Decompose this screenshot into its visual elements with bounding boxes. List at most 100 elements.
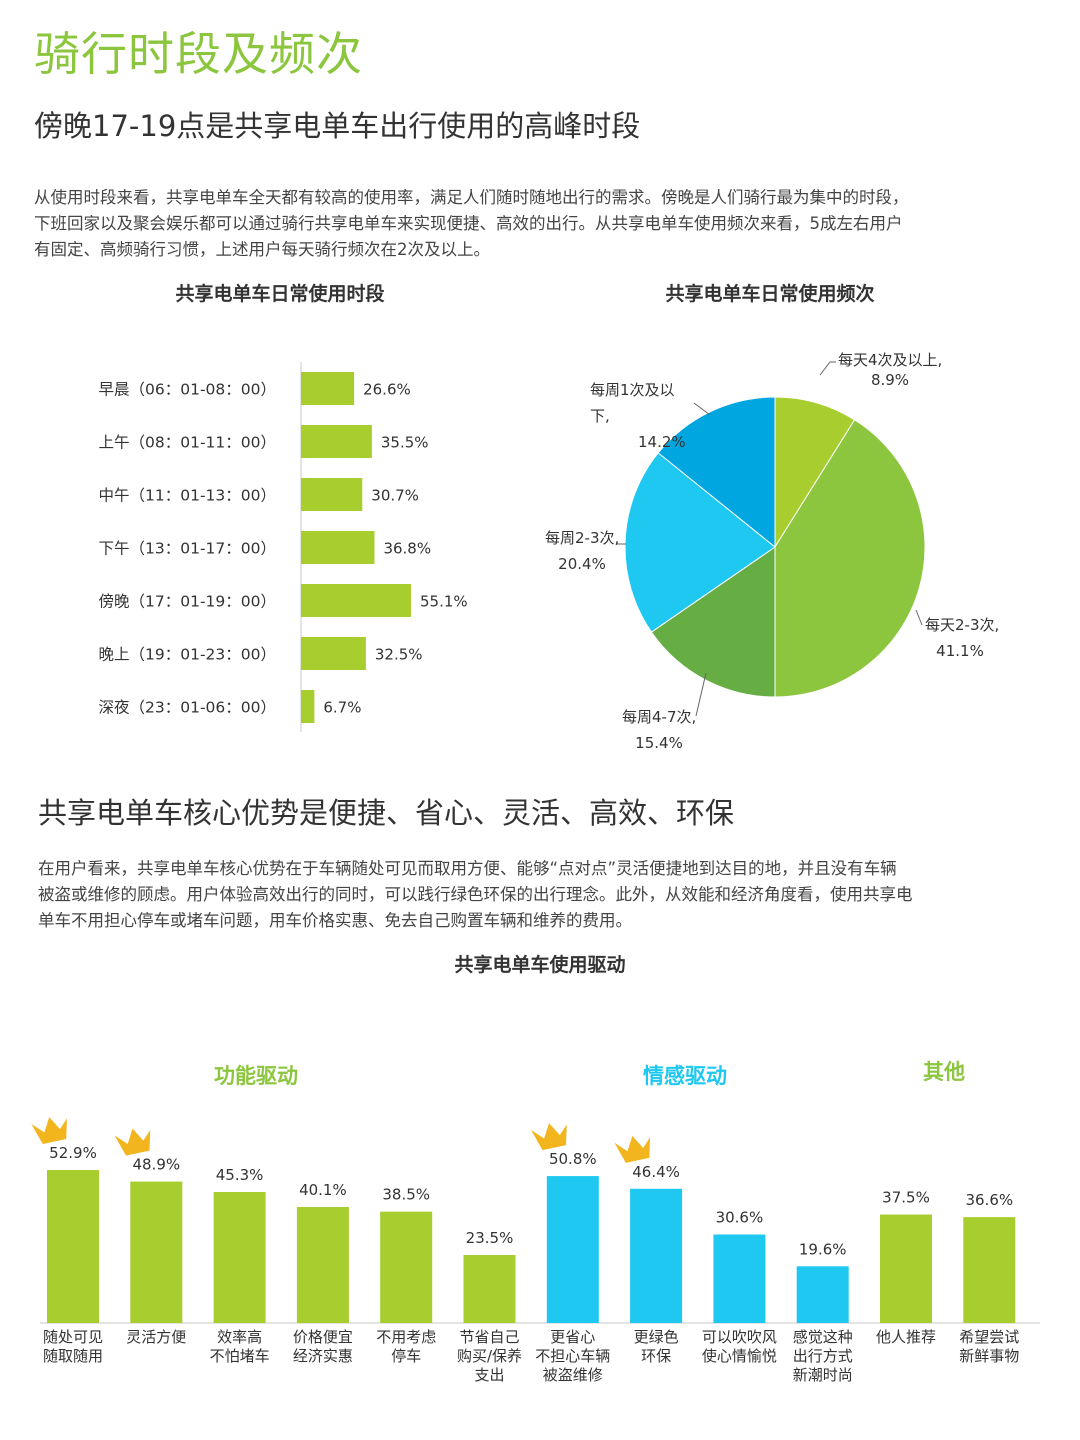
crown-icon <box>31 1117 67 1145</box>
section2-heading: 共享电单车核心优势是便捷、省心、灵活、高效、环保 <box>38 796 735 830</box>
drivers-category-label: 更省心 <box>550 1328 595 1346</box>
drivers-bar <box>296 1207 349 1323</box>
section1-paragraph: 从使用时段来看，共享电单车全天都有较高的使用率，满足人们随时随地出行的需求。傍晚… <box>34 185 1044 263</box>
pie-slice-label: 每周2-3次, <box>545 529 619 547</box>
drivers-category-label: 感觉这种 <box>793 1328 853 1346</box>
drivers-category-label: 支出 <box>474 1366 504 1384</box>
drivers-bar <box>546 1176 599 1323</box>
time-bar <box>301 584 411 617</box>
time-category-label: 晚上（19：01-23：00） <box>99 646 277 664</box>
time-value-label: 32.5% <box>375 646 423 664</box>
pie-value-label: 15.4% <box>635 734 683 752</box>
drivers-category-label: 购买/保养 <box>457 1347 522 1365</box>
drivers-category-label: 新潮时尚 <box>793 1366 853 1384</box>
pie-leader-line <box>915 609 923 626</box>
time-bar <box>301 372 355 405</box>
pie-slice-label: 每天4次及以上, <box>838 351 942 369</box>
drivers-value-label: 48.9% <box>132 1156 180 1174</box>
group-label-emotional: 情感驱动 <box>643 1064 727 1088</box>
time-category-label: 下午（13：01-17：00） <box>99 540 277 558</box>
pie-slice <box>650 546 776 698</box>
drivers-category-label: 随处可见 <box>43 1328 103 1346</box>
drivers-chart-title: 共享电单车使用驱动 <box>454 954 626 976</box>
pie-slice <box>657 396 776 549</box>
drivers-value-label: 45.3% <box>216 1166 264 1184</box>
drivers-value-label: 37.5% <box>882 1189 930 1207</box>
page-title: 骑行时段及频次 <box>34 27 363 81</box>
drivers-category-label: 出行方式 <box>793 1347 853 1365</box>
drivers-category-label: 不怕堵车 <box>210 1347 270 1365</box>
time-bar <box>301 425 372 458</box>
drivers-category-label: 不用考虑 <box>376 1328 436 1346</box>
crown-icon <box>614 1135 651 1163</box>
drivers-category-label: 价格便宜 <box>293 1328 353 1346</box>
section1-heading: 傍晚17-19点是共享电单车出行使用的高峰时段 <box>34 109 641 143</box>
section2-paragraph-line: 单车不用担心停车或堵车问题，用车价格实惠、免去自己购置车辆和维养的费用。 <box>38 911 632 930</box>
drivers-bar <box>630 1188 683 1323</box>
frequency-chart-title: 共享电单车日常使用频次 <box>665 283 875 305</box>
drivers-value-label: 30.6% <box>716 1208 764 1226</box>
drivers-value-label: 36.6% <box>965 1191 1013 1209</box>
drivers-category-label: 不担心车辆 <box>535 1347 610 1365</box>
crown-icon <box>114 1128 151 1156</box>
drivers-category-label: 希望尝试 <box>959 1328 1019 1346</box>
pie-value-label: 14.2% <box>638 433 686 451</box>
drivers-category-label: 效率高 <box>217 1328 262 1346</box>
drivers-category-label: 环保 <box>641 1347 671 1365</box>
drivers-bar <box>463 1255 516 1323</box>
time-bar <box>301 637 366 670</box>
pie-slice-label: 下, <box>590 407 610 425</box>
drivers-value-label: 38.5% <box>382 1186 430 1204</box>
drivers-category-label: 经济实惠 <box>293 1347 353 1365</box>
pie-slice-label: 每天2-3次, <box>925 616 999 634</box>
time-value-label: 35.5% <box>381 434 429 452</box>
pie-leader-line <box>819 361 836 376</box>
pie-value-label: 20.4% <box>558 555 606 573</box>
time-bar <box>301 690 315 723</box>
time-value-label: 26.6% <box>363 381 411 399</box>
section2-paragraph-line: 在用户看来，共享电单车核心优势在于车辆随处可见而取用方便、能够“点对点”灵活便捷… <box>38 859 897 878</box>
pie-slice <box>774 419 926 698</box>
drivers-category-label: 他人推荐 <box>876 1328 936 1346</box>
pie-slice-label: 每周1次及以 <box>590 381 675 399</box>
pie-slice <box>774 396 856 549</box>
crown-icon <box>531 1123 567 1151</box>
pie-leader-line <box>693 402 711 416</box>
drivers-bar <box>963 1217 1016 1323</box>
time-category-label: 深夜（23：01-06：00） <box>99 699 277 717</box>
section1-paragraph-line: 从使用时段来看，共享电单车全天都有较高的使用率，满足人们随时随地出行的需求。傍晚… <box>34 188 909 207</box>
time-category-label: 中午（11：01-13：00） <box>99 487 277 505</box>
time-bar <box>301 531 375 564</box>
drivers-value-label: 52.9% <box>49 1144 97 1162</box>
pie-value-label: 41.1% <box>936 642 984 660</box>
drivers-bar <box>380 1211 433 1323</box>
time-value-label: 30.7% <box>371 487 419 505</box>
time-category-label: 上午（08：01-11：00） <box>99 434 277 452</box>
section2-paragraph-line: 被盗或维修的顾虑。用户体验高效出行的同时，可以践行绿色环保的出行理念。此外，从效… <box>38 885 913 904</box>
drivers-value-label: 40.1% <box>299 1181 347 1199</box>
drivers-category-label: 灵活方便 <box>126 1328 186 1346</box>
time-value-label: 55.1% <box>420 593 468 611</box>
drivers-bar <box>713 1234 766 1323</box>
drivers-bar <box>880 1214 932 1323</box>
drivers-bar <box>213 1191 266 1323</box>
drivers-category-label: 节省自己 <box>459 1328 519 1346</box>
drivers-value-label: 23.5% <box>466 1229 514 1247</box>
pie-slice-label: 每周4-7次, <box>622 708 696 726</box>
group-label-functional: 功能驱动 <box>214 1064 298 1088</box>
drivers-bar <box>130 1181 183 1323</box>
drivers-category-label: 更绿色 <box>634 1328 679 1346</box>
pie-slice <box>624 452 776 633</box>
drivers-bar <box>796 1266 849 1323</box>
drivers-value-label: 46.4% <box>632 1163 680 1181</box>
drivers-category-label: 停车 <box>391 1347 421 1365</box>
drivers-category-label: 可以吹吹风 <box>702 1328 777 1346</box>
time-category-label: 早晨（06：01-08：00） <box>99 381 277 399</box>
time-bar <box>301 478 363 511</box>
time-of-day-bar-chart: 早晨（06：01-08：00） 26.6% 上午（08：01-11：00） 35.5%… <box>99 362 468 732</box>
group-label-other: 其他 <box>923 1060 965 1084</box>
drivers-category-label: 被盗维修 <box>543 1366 603 1384</box>
drivers-category-label: 随取随用 <box>43 1347 103 1365</box>
drivers-bar <box>47 1170 99 1323</box>
